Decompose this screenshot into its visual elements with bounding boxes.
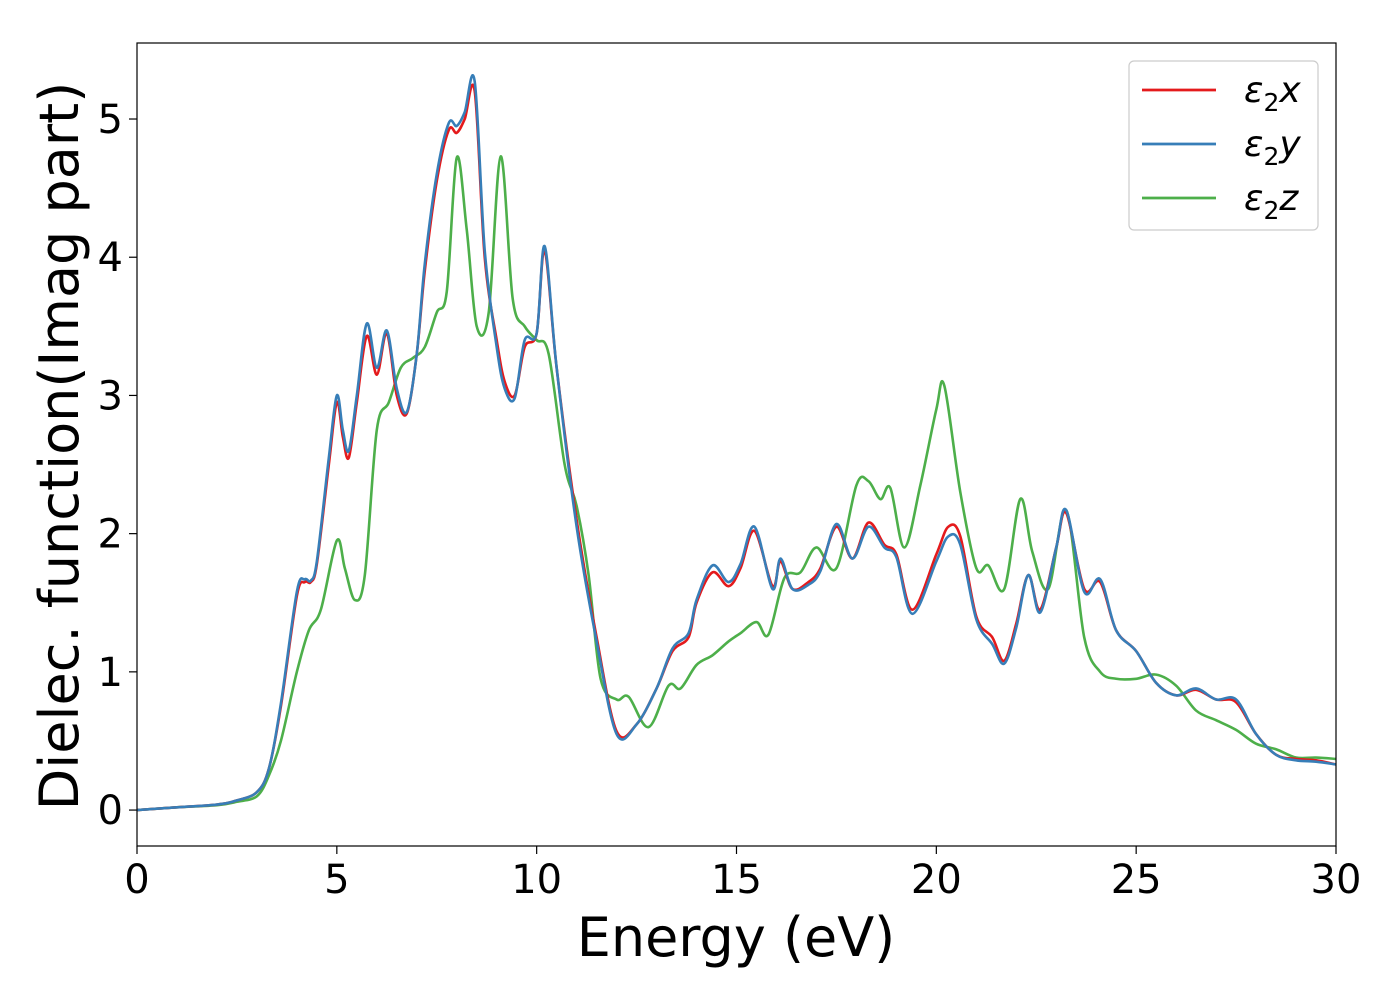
legend-label-x: ε2x bbox=[1244, 70, 1301, 117]
y-tick-label: 0 bbox=[98, 788, 123, 834]
x-tick-label: 25 bbox=[1111, 857, 1162, 903]
y-tick-label: 1 bbox=[98, 650, 123, 696]
x-tick-label: 30 bbox=[1311, 857, 1362, 903]
series-line-z bbox=[137, 155, 1336, 812]
x-tick-label: 0 bbox=[124, 857, 149, 903]
y-axis-label: Dielec. function(Imag part) bbox=[28, 82, 91, 811]
y-tick-label: 4 bbox=[98, 235, 123, 281]
x-tick-label: 10 bbox=[511, 857, 562, 903]
legend-box bbox=[1128, 60, 1319, 231]
y-tick-label: 3 bbox=[98, 373, 123, 419]
x-axis-label: Energy (eV) bbox=[577, 906, 896, 969]
legend-label-y: ε2y bbox=[1244, 124, 1301, 171]
series-layer bbox=[137, 74, 1336, 812]
series-line-y bbox=[137, 74, 1336, 812]
x-tick-label: 20 bbox=[911, 857, 962, 903]
legend: ε2x ε2y ε2z bbox=[1128, 60, 1319, 231]
y-axis: 0 1 2 3 4 5 bbox=[98, 97, 137, 834]
y-tick-label: 5 bbox=[98, 97, 123, 143]
legend-label-z: ε2z bbox=[1244, 178, 1299, 225]
x-axis: 0 5 10 15 20 25 30 bbox=[124, 846, 1361, 903]
y-tick-label: 2 bbox=[98, 512, 123, 558]
x-tick-label: 15 bbox=[711, 857, 762, 903]
x-tick-label: 5 bbox=[324, 857, 349, 903]
